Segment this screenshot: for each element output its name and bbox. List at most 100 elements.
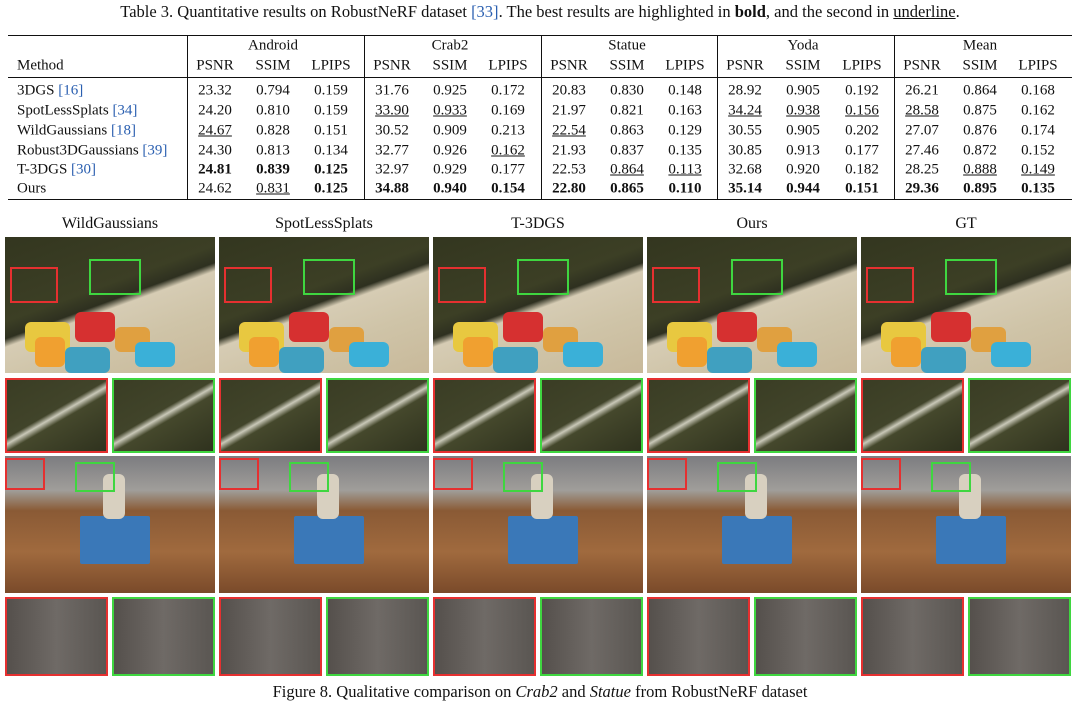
value-cell: 0.821 — [610, 102, 644, 119]
zoom-box — [10, 267, 58, 303]
crop-image — [433, 597, 536, 676]
value-cell: 0.162 — [1021, 102, 1055, 119]
caption-italic: Statue — [589, 682, 631, 701]
toy — [289, 312, 329, 342]
group-header: Statue — [608, 37, 646, 54]
crop-image — [219, 378, 322, 453]
toy — [463, 337, 493, 367]
group-header: Crab2 — [431, 37, 469, 54]
caption-text: from RobustNeRF dataset — [630, 682, 808, 701]
scene-image — [5, 456, 215, 593]
scene-image — [861, 456, 1071, 593]
toy — [493, 347, 538, 373]
toy — [249, 337, 279, 367]
column-title: GT — [955, 215, 977, 232]
crop-image — [219, 597, 322, 676]
value-cell: 0.864 — [963, 82, 997, 99]
value-cell: 0.168 — [1021, 82, 1055, 99]
value-cell: 0.925 — [433, 82, 467, 99]
statue — [103, 474, 125, 519]
value-cell: 0.156 — [845, 102, 879, 119]
value-cell: 24.67 — [198, 122, 232, 139]
value-cell: 0.154 — [491, 180, 525, 197]
zoom-box — [517, 259, 569, 295]
statue — [317, 474, 339, 519]
value-cell: 0.863 — [610, 122, 644, 139]
citation: [30] — [71, 161, 97, 178]
value-cell: 0.920 — [786, 161, 820, 178]
value-cell: 0.182 — [845, 161, 879, 178]
value-cell: 27.07 — [905, 122, 939, 139]
zoom-box — [866, 267, 914, 303]
scene-image — [861, 237, 1071, 373]
value-cell: 0.135 — [668, 142, 702, 159]
value-cell: 0.177 — [845, 142, 879, 159]
crop-image — [647, 597, 750, 676]
value-cell: 0.159 — [314, 102, 348, 119]
value-cell: 30.52 — [375, 122, 409, 139]
method-cell: 3DGS [16] — [17, 83, 83, 100]
value-cell: 34.24 — [728, 102, 762, 119]
value-cell: 0.830 — [610, 82, 644, 99]
metric-header: PSNR — [903, 57, 941, 74]
value-cell: 22.54 — [552, 122, 586, 139]
method-name: Robust3DGaussians — [17, 142, 139, 159]
rule — [8, 77, 1072, 78]
caption-text: , and the second in — [765, 2, 894, 21]
value-cell: 0.152 — [1021, 142, 1055, 159]
value-cell: 28.25 — [905, 161, 939, 178]
metric-header: LPIPS — [1018, 57, 1058, 74]
crop-image — [112, 378, 215, 453]
caption-bold: bold — [734, 2, 766, 21]
figure-caption: Figure 8. Qualitative comparison on Crab… — [0, 682, 1080, 702]
method-cell: WildGaussians [18] — [17, 123, 136, 140]
statue — [745, 474, 767, 519]
value-cell: 0.172 — [491, 82, 525, 99]
crop-image — [5, 597, 108, 676]
column-title: T-3DGS — [511, 215, 565, 232]
value-cell: 32.68 — [728, 161, 762, 178]
scene-image — [433, 237, 643, 373]
toy — [777, 342, 817, 367]
value-cell: 0.938 — [786, 102, 820, 119]
method-name: 3DGS — [17, 82, 55, 99]
statue — [531, 474, 553, 519]
value-cell: 0.837 — [610, 142, 644, 159]
box — [722, 516, 792, 564]
value-cell: 33.90 — [375, 102, 409, 119]
metric-header: LPIPS — [488, 57, 528, 74]
value-cell: 0.174 — [1021, 122, 1055, 139]
crop-image — [861, 597, 964, 676]
value-cell: 32.97 — [375, 161, 409, 178]
toy — [75, 312, 115, 342]
value-cell: 30.55 — [728, 122, 762, 139]
column-title: SpotLessSplats — [275, 215, 373, 232]
zoom-box — [224, 267, 272, 303]
box — [294, 516, 364, 564]
zoom-box — [652, 267, 700, 303]
scene-image — [219, 456, 429, 593]
value-cell: 0.162 — [491, 142, 525, 159]
box — [508, 516, 578, 564]
zoom-box — [219, 458, 259, 490]
metric-header: PSNR — [726, 57, 764, 74]
toy — [65, 347, 110, 373]
toy — [677, 337, 707, 367]
crop-image — [326, 378, 429, 453]
method-cell: SpotLessSplats [34] — [17, 103, 137, 120]
crop-image — [326, 597, 429, 676]
value-cell: 0.169 — [491, 102, 525, 119]
toy — [891, 337, 921, 367]
zoom-box — [731, 259, 783, 295]
value-cell: 23.32 — [198, 82, 232, 99]
value-cell: 0.134 — [314, 142, 348, 159]
value-cell: 0.831 — [256, 180, 290, 197]
value-cell: 0.905 — [786, 82, 820, 99]
metric-header: SSIM — [785, 57, 821, 74]
value-cell: 0.828 — [256, 122, 290, 139]
zoom-box — [717, 462, 757, 492]
value-cell: 29.36 — [905, 180, 939, 197]
rule — [8, 35, 1072, 36]
crop-image — [647, 378, 750, 453]
metric-header: SSIM — [609, 57, 645, 74]
